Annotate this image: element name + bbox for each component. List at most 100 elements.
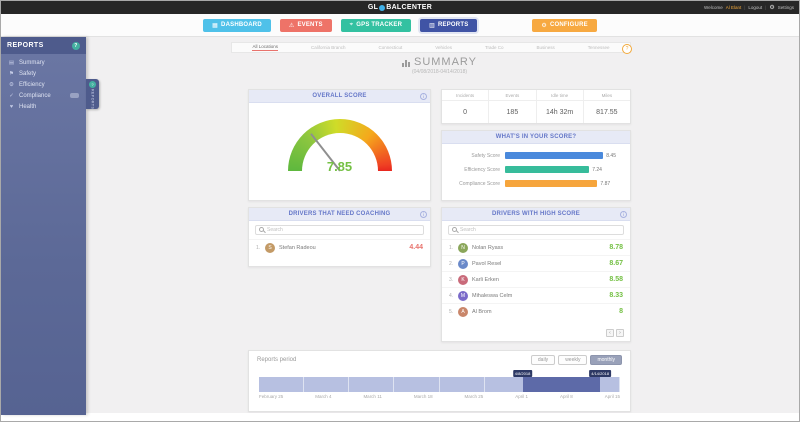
timeline-axis: February 25 March 4 March 11 March 18 Ma…: [259, 394, 620, 399]
logout-link[interactable]: Logout: [748, 5, 763, 10]
sidebar-item-safety[interactable]: ⚑ Safety: [9, 70, 37, 77]
nav-events-label: EVENTS: [297, 22, 323, 28]
info-icon[interactable]: i: [420, 211, 427, 218]
driver-score: 8.78: [609, 244, 623, 251]
nav-gps-tracker-button[interactable]: ⌖ GPS TRACKER: [340, 18, 412, 32]
help-icon[interactable]: ?: [72, 41, 80, 50]
prev-page-button[interactable]: ‹: [606, 329, 614, 337]
module-nav: ▦ DASHBOARD ⚠ EVENTS ⌖ GPS TRACKER ▥ REP…: [1, 14, 799, 37]
score-gauge: 7.85: [287, 119, 392, 174]
period-buttons: daily weekly monthly: [530, 355, 622, 365]
nav-events-button[interactable]: ⚠ EVENTS: [279, 18, 332, 32]
sidebar-handle-label: REPORTS: [90, 88, 95, 109]
nav-configure-button[interactable]: ⚙ CONFIGURE: [532, 18, 597, 32]
dashboard-icon: ▦: [212, 22, 219, 29]
avatar: P: [458, 258, 468, 269]
tab-location-6[interactable]: Tennessee: [587, 45, 610, 50]
stat-events: Events 185: [488, 90, 536, 123]
driver-row[interactable]: 5. A Al Brom 8: [442, 303, 630, 319]
coaching-drivers-card: DRIVERS THAT NEED COACHING i 1. S Stefan…: [248, 207, 431, 267]
nav-dashboard-label: DASHBOARD: [221, 22, 262, 28]
safety-score-value: 8.45: [606, 152, 616, 159]
nav-reports-button[interactable]: ▥ REPORTS: [420, 18, 478, 32]
page-help-button[interactable]: ?: [622, 44, 632, 54]
tab-location-4[interactable]: Trade Co: [484, 45, 504, 50]
tab-location-5[interactable]: Business: [536, 45, 555, 50]
search-icon: [259, 227, 265, 233]
location-tabs: All Locations California Branch Connecti…: [231, 42, 631, 53]
overall-score-value: 7.85: [326, 159, 353, 174]
weekly-button[interactable]: weekly: [558, 355, 588, 365]
stat-miles: Miles 817.55: [582, 90, 630, 123]
nav-dashboard-button[interactable]: ▦ DASHBOARD: [203, 18, 271, 32]
timeline-selection-handle[interactable]: [522, 377, 601, 392]
logo-text-suffix: CENTER: [401, 4, 433, 11]
main-content: All Locations California Branch Connecti…: [86, 37, 799, 413]
overall-score-title: OVERALL SCORE: [312, 93, 367, 99]
daily-button[interactable]: daily: [530, 355, 556, 365]
stat-incidents: Incidents 0: [442, 90, 489, 123]
health-icon: ♥: [9, 103, 14, 110]
driver-row[interactable]: 1. N Nolan Ryass 8.78: [442, 239, 630, 255]
sidebar-header: REPORTS ?: [1, 37, 86, 54]
divider: |: [765, 5, 767, 10]
tab-all-locations[interactable]: All Locations: [252, 44, 278, 51]
page-title-text: SUMMARY: [413, 56, 478, 68]
tab-location-2[interactable]: Connecticut: [378, 45, 403, 50]
avatar: K: [458, 274, 468, 285]
safety-icon: ⚑: [9, 70, 14, 77]
monthly-button[interactable]: monthly: [590, 355, 622, 365]
high-score-search-input[interactable]: [460, 227, 620, 233]
page-title: SUMMARY: [248, 56, 631, 68]
reports-period-label: Reports period: [257, 357, 297, 363]
gps-tracker-icon: ⌖: [349, 21, 354, 28]
settings-link[interactable]: Settings: [777, 5, 794, 10]
efficiency-score-bar: [505, 166, 590, 173]
period-timeline: 4/8/2018 4/14/2018: [259, 370, 620, 392]
sidebar-handle[interactable]: ? REPORTS: [86, 79, 99, 109]
sidebar-item-summary[interactable]: ▤ Summary: [8, 59, 45, 66]
sidebar-title: REPORTS: [7, 42, 44, 49]
driver-row[interactable]: 4. M Mihaleswa Celm 8.33: [442, 287, 630, 303]
nav-reports-label: REPORTS: [438, 22, 469, 28]
driver-row[interactable]: 3. K Karli Erken 8.58: [442, 271, 630, 287]
info-icon[interactable]: i: [420, 93, 427, 100]
gear-icon: ⚙: [769, 5, 775, 11]
period-start-badge: 4/8/2018: [512, 370, 533, 377]
high-score-search: [448, 225, 624, 235]
avatar: N: [458, 242, 468, 253]
driver-row[interactable]: 2. P Pavol Resel 8.67: [442, 255, 630, 271]
fleet-stats-card: Incidents 0 Events 185 Idle time 14h 32m…: [441, 89, 631, 124]
sidebar-item-efficiency[interactable]: ⚙ Efficiency: [9, 81, 45, 88]
nav-configure-label: CONFIGURE: [550, 22, 588, 28]
tab-location-1[interactable]: California Branch: [310, 45, 346, 50]
help-icon: ?: [89, 81, 96, 88]
timeline-bar[interactable]: [259, 377, 620, 392]
coaching-header: DRIVERS THAT NEED COACHING i: [249, 208, 430, 221]
configure-icon: ⚙: [541, 22, 547, 29]
next-page-button[interactable]: ›: [616, 329, 624, 337]
welcome-label: Welcome: [704, 5, 723, 10]
sidebar-item-compliance[interactable]: ✓ Compliance: [1, 90, 86, 101]
safety-score-row: Safety Score 8.45: [471, 152, 616, 159]
bar-chart-icon: [401, 60, 410, 67]
coaching-title: DRIVERS THAT NEED COACHING: [288, 211, 391, 217]
info-icon[interactable]: i: [620, 211, 627, 218]
driver-row[interactable]: 1. S Stefan Radeou 4.44: [249, 239, 430, 255]
driver-score: 8.67: [609, 260, 623, 267]
avatar: A: [458, 306, 468, 317]
overall-score-card: OVERALL SCORE i 7.85: [248, 89, 431, 201]
nav-gps-tracker-label: GPS TRACKER: [356, 22, 403, 28]
efficiency-score-row: Efficiency Score 7.24: [464, 166, 602, 173]
driver-score: 8.33: [609, 292, 623, 299]
score-breakdown-header: WHAT'S IN YOUR SCORE?: [442, 131, 630, 144]
compliance-icon: ✓: [9, 92, 14, 99]
tab-location-3[interactable]: Vehicles: [435, 45, 452, 50]
coaching-search-input[interactable]: [267, 227, 420, 233]
overall-score-header: OVERALL SCORE i: [249, 90, 430, 103]
sidebar-item-health[interactable]: ♥ Health: [9, 103, 37, 110]
username[interactable]: Al Elant: [725, 5, 742, 10]
score-breakdown-title: WHAT'S IN YOUR SCORE?: [495, 134, 577, 140]
avatar: M: [458, 290, 468, 301]
